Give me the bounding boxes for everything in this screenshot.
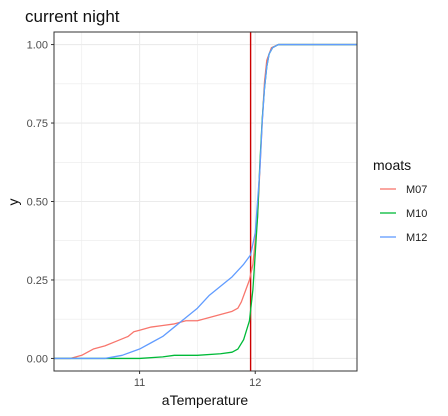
y-tick-label: 0.25 (27, 275, 48, 287)
series-lines (54, 43, 357, 360)
series-line-m07 (54, 43, 357, 360)
legend-label-m07: M07 (406, 184, 427, 196)
y-tick-label: 1.00 (27, 40, 48, 52)
chart-title: current night (25, 7, 120, 26)
legend-title: moats (373, 157, 411, 173)
y-tick-label: 0.50 (27, 197, 48, 209)
legend: moats M07 M10 M12 (373, 157, 427, 244)
legend-label-m10: M10 (406, 208, 427, 220)
x-axis-title: aTemperature (162, 392, 249, 408)
legend-label-m12: M12 (406, 232, 427, 244)
legend-items: M07 M10 M12 (380, 184, 427, 244)
series-line-m12 (54, 43, 357, 360)
x-tick-label: 11 (134, 377, 145, 389)
y-axis-title: y (5, 199, 21, 206)
x-axis-ticks: 11 12 (134, 371, 261, 389)
y-tick-label: 0.75 (27, 118, 48, 130)
y-tick-label: 0.00 (27, 353, 48, 365)
x-tick-label: 12 (249, 377, 261, 389)
y-axis-ticks: 0.00 0.25 0.50 0.75 1.00 (27, 40, 54, 365)
